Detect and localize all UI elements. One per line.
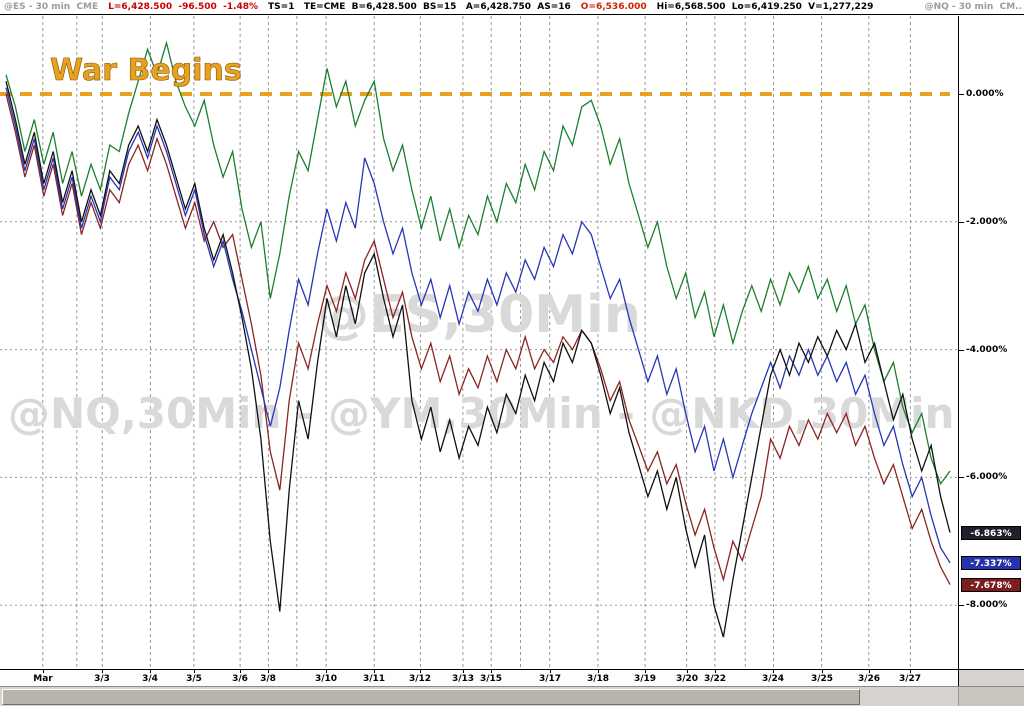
y-tick-mark xyxy=(959,477,964,478)
x-axis-label: 3/25 xyxy=(810,674,834,684)
price-chart[interactable]: @ES,30Min@NQ,30Min - @YM,30Min - @NKD,30… xyxy=(0,16,958,669)
axis-corner xyxy=(958,669,1024,686)
scrollbar-corner xyxy=(958,687,1024,706)
x-axis-label: 3/15 xyxy=(479,674,503,684)
y-tick-mark xyxy=(959,605,964,606)
x-tick-mark xyxy=(268,670,269,673)
x-tick-mark xyxy=(645,670,646,673)
x-axis-label: 3/10 xyxy=(314,674,338,684)
x-tick-mark xyxy=(463,670,464,673)
series-green-line xyxy=(5,40,951,486)
x-tick-mark xyxy=(326,670,327,673)
x-axis-label: 3/24 xyxy=(761,674,785,684)
status-open-price: O=6,536.000 xyxy=(580,1,647,12)
x-axis-label: 3/6 xyxy=(232,674,248,684)
x-tick-mark xyxy=(598,670,599,673)
x-tick-mark xyxy=(822,670,823,673)
x-tick-mark xyxy=(43,670,44,673)
y-tick-mark xyxy=(959,94,964,95)
series-dark-red-line xyxy=(5,93,951,585)
series-black-line xyxy=(5,81,951,638)
x-axis-label: 3/27 xyxy=(898,674,922,684)
x-axis-label: 3/5 xyxy=(186,674,202,684)
x-axis-label: 3/8 xyxy=(260,674,276,684)
x-tick-mark xyxy=(102,670,103,673)
y-axis-label: -6.000% xyxy=(966,472,1008,482)
x-axis-label: Mar xyxy=(33,674,53,684)
status-symbol-nq: @NQ - 30 min CM.. xyxy=(924,1,1022,12)
status-high-low-volume: Hi=6,568.500 Lo=6,419.250 V=1,277,229 xyxy=(656,1,874,12)
x-tick-mark xyxy=(687,670,688,673)
status-last-price: L=6,428.500 -96.500 -1.48% xyxy=(108,1,259,12)
x-axis-label: 3/12 xyxy=(408,674,432,684)
time-axis[interactable]: Mar 3/3 3/4 3/5 3/6 3/8 3/10 3/11 3/12 3/13 3/15 3/… xyxy=(0,669,958,686)
x-tick-mark xyxy=(491,670,492,673)
x-axis-label: 3/17 xyxy=(538,674,562,684)
x-axis-label: 3/18 xyxy=(586,674,610,684)
y-tick-mark xyxy=(959,222,964,223)
x-axis-label: 3/26 xyxy=(857,674,881,684)
last-price-badge: -7.337% xyxy=(961,556,1021,570)
horizontal-scrollbar[interactable] xyxy=(0,686,1024,706)
watermark-primary: @ES,30Min xyxy=(317,285,641,345)
last-price-badge: -6.863% xyxy=(961,526,1021,540)
y-tick-mark xyxy=(959,350,964,351)
x-axis-label: 3/19 xyxy=(633,674,657,684)
x-tick-mark xyxy=(550,670,551,673)
y-axis-label: -8.000% xyxy=(966,600,1008,610)
x-tick-mark xyxy=(420,670,421,673)
x-tick-mark xyxy=(715,670,716,673)
x-tick-mark xyxy=(869,670,870,673)
price-scale[interactable]: 0.000% -2.000% -4.000% -6.000% -8.000% -6.863… xyxy=(958,16,1024,669)
x-axis-label: 3/3 xyxy=(94,674,110,684)
status-trade-bid-ask: TS=1 TE=CME B=6,428.500 BS=15 A=6,428.75… xyxy=(268,1,571,12)
x-tick-mark xyxy=(194,670,195,673)
annotation-war-begins: War Begins xyxy=(50,53,242,88)
x-axis-label: 3/13 xyxy=(451,674,475,684)
x-axis-label: 3/11 xyxy=(362,674,386,684)
scrollbar-thumb[interactable] xyxy=(2,689,860,705)
last-price-badge: -7.678% xyxy=(961,578,1021,592)
x-axis-label: 3/20 xyxy=(675,674,699,684)
x-tick-mark xyxy=(773,670,774,673)
y-axis-label: -4.000% xyxy=(966,345,1008,355)
x-axis-label: 3/22 xyxy=(703,674,727,684)
x-tick-mark xyxy=(374,670,375,673)
chart-area[interactable]: @ES,30Min @NQ,30Min - @YM,30Min - @NKD,30… xyxy=(0,16,958,669)
x-tick-mark xyxy=(910,670,911,673)
x-axis-label: 3/4 xyxy=(142,674,158,684)
status-bar: @ES - 30 min CME L=6,428.500 -96.500 -1.… xyxy=(0,0,1024,15)
status-symbol-es: @ES - 30 min CME xyxy=(4,1,99,12)
y-axis-label: 0.000% xyxy=(966,89,1004,99)
y-axis-label: -2.000% xyxy=(966,217,1008,227)
x-tick-mark xyxy=(240,670,241,673)
x-tick-mark xyxy=(150,670,151,673)
